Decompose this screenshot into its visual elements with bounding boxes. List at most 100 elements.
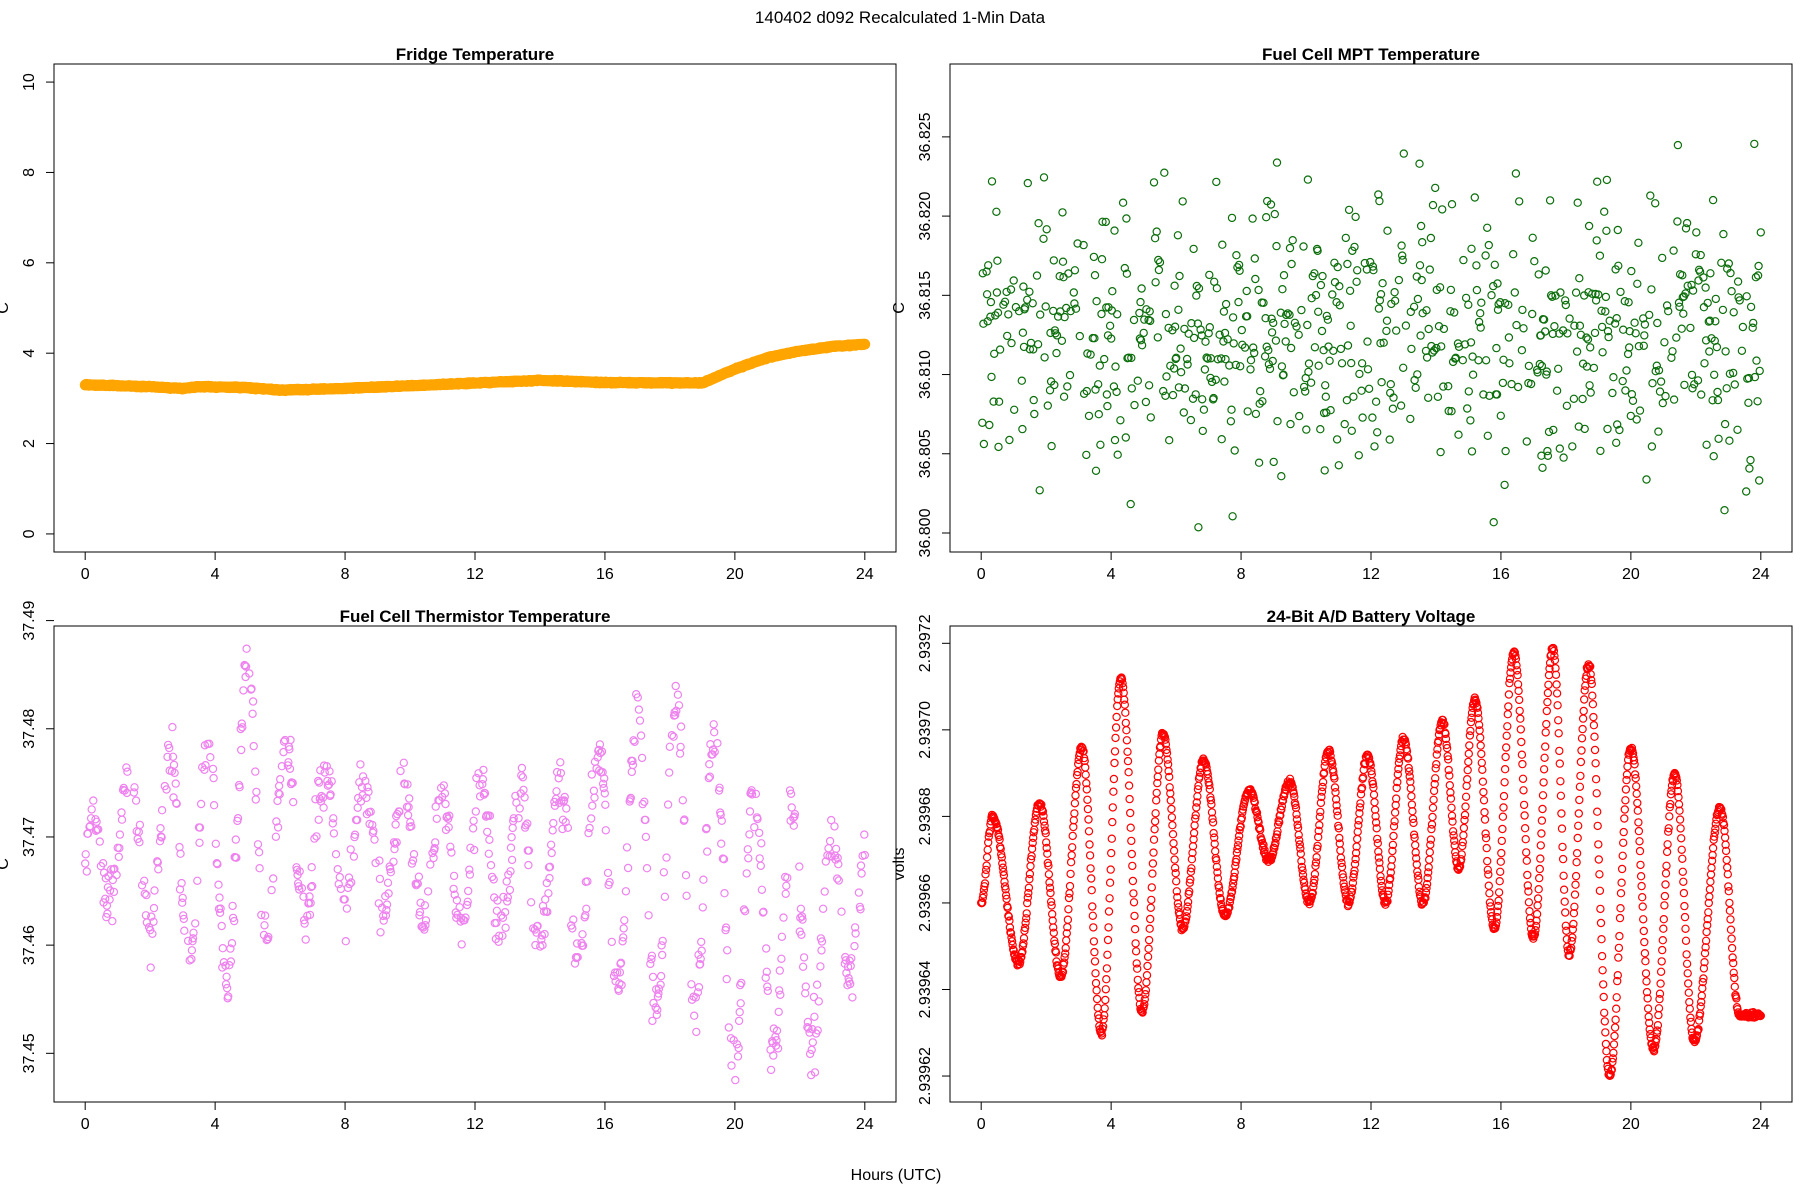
data-point	[1461, 792, 1471, 802]
data-point	[777, 954, 786, 964]
x-tick-label: 16	[596, 1116, 614, 1133]
data-point	[498, 913, 508, 923]
data-point	[157, 806, 167, 815]
data-point	[252, 787, 261, 797]
data-point	[1665, 812, 1674, 821]
data-point	[1662, 301, 1672, 310]
data-point	[1730, 380, 1740, 389]
data-point	[1540, 742, 1550, 751]
data-point	[260, 921, 269, 930]
data-point	[1653, 1026, 1662, 1035]
data-point	[1057, 336, 1067, 345]
data-point	[1641, 957, 1650, 966]
data-point	[1390, 288, 1399, 297]
data-point	[810, 1012, 819, 1022]
data-point	[1654, 1010, 1663, 1020]
data-point	[1047, 901, 1056, 910]
data-point	[1344, 205, 1354, 215]
data-point	[1725, 898, 1734, 908]
data-point	[1393, 777, 1402, 787]
data-point	[1591, 775, 1601, 784]
data-point	[1014, 307, 1024, 316]
data-point	[860, 830, 869, 839]
data-point	[1487, 291, 1496, 300]
data-point	[1082, 785, 1092, 794]
data-point	[1631, 782, 1641, 791]
data-point	[1066, 306, 1075, 316]
data-point	[1162, 372, 1171, 381]
data-point	[1373, 839, 1383, 848]
data-point	[137, 881, 147, 890]
data-point	[1215, 889, 1224, 898]
data-point	[1659, 915, 1669, 924]
data-point	[341, 937, 350, 946]
data-point	[1111, 733, 1120, 743]
data-point	[1084, 411, 1094, 421]
data-point	[1121, 708, 1130, 717]
data-point	[470, 845, 479, 855]
data-point	[1145, 316, 1155, 326]
data-point	[1657, 945, 1667, 955]
data-point	[257, 910, 266, 920]
data-point	[818, 904, 828, 914]
data-point	[1505, 674, 1515, 684]
data-point	[112, 870, 121, 880]
data-point	[1642, 987, 1652, 997]
x-axis: 0 4 8 12 16 20 24	[81, 552, 874, 583]
data-point	[520, 793, 529, 802]
data-point	[1182, 354, 1192, 364]
data-point	[1711, 294, 1721, 304]
data-point	[1497, 848, 1506, 858]
data-point	[1685, 997, 1694, 1007]
data-point	[1616, 904, 1625, 913]
data-point	[1675, 806, 1684, 815]
data-point	[170, 768, 179, 778]
data-point	[1422, 353, 1432, 362]
data-point	[649, 998, 658, 1008]
data-point	[1217, 435, 1226, 444]
data-point	[1667, 786, 1676, 796]
data-point	[1681, 924, 1690, 934]
data-point	[228, 901, 237, 911]
data-point	[824, 844, 833, 853]
data-point	[1565, 314, 1574, 323]
data-point	[1570, 321, 1579, 330]
data-point	[1064, 269, 1073, 278]
data-point	[1428, 200, 1438, 210]
data-point	[1394, 275, 1404, 285]
data-point	[342, 904, 352, 913]
data-point	[308, 881, 317, 891]
data-point	[1686, 1013, 1695, 1022]
data-point	[772, 1026, 782, 1035]
data-point	[1699, 964, 1709, 973]
data-point	[1613, 225, 1623, 235]
data-point	[1295, 840, 1305, 849]
data-point	[1337, 858, 1346, 868]
x-tick-label: 8	[341, 1116, 350, 1133]
data-point	[1377, 378, 1386, 387]
data-point	[120, 786, 129, 795]
data-point	[1596, 446, 1605, 456]
data-point	[1550, 322, 1559, 331]
data-point	[1335, 833, 1344, 843]
y-tick-label: 2.93968	[917, 787, 934, 845]
data-point	[1005, 923, 1015, 932]
data-point	[1568, 933, 1577, 942]
data-point	[251, 767, 260, 776]
data-point	[1328, 760, 1337, 769]
y-tick-label: 37.47	[21, 817, 38, 857]
data-point	[1634, 818, 1643, 827]
data-point	[1272, 158, 1282, 167]
data-point	[135, 838, 144, 847]
data-point	[731, 1075, 740, 1085]
data-point	[1315, 820, 1324, 830]
data-point	[1219, 307, 1229, 316]
data-point	[1085, 840, 1094, 849]
data-point	[1293, 820, 1302, 830]
data-point	[1476, 741, 1485, 750]
data-point	[1176, 344, 1185, 353]
data-point	[1225, 903, 1234, 912]
data-point	[1745, 464, 1754, 473]
data-point	[218, 944, 227, 953]
data-point	[1372, 428, 1382, 437]
